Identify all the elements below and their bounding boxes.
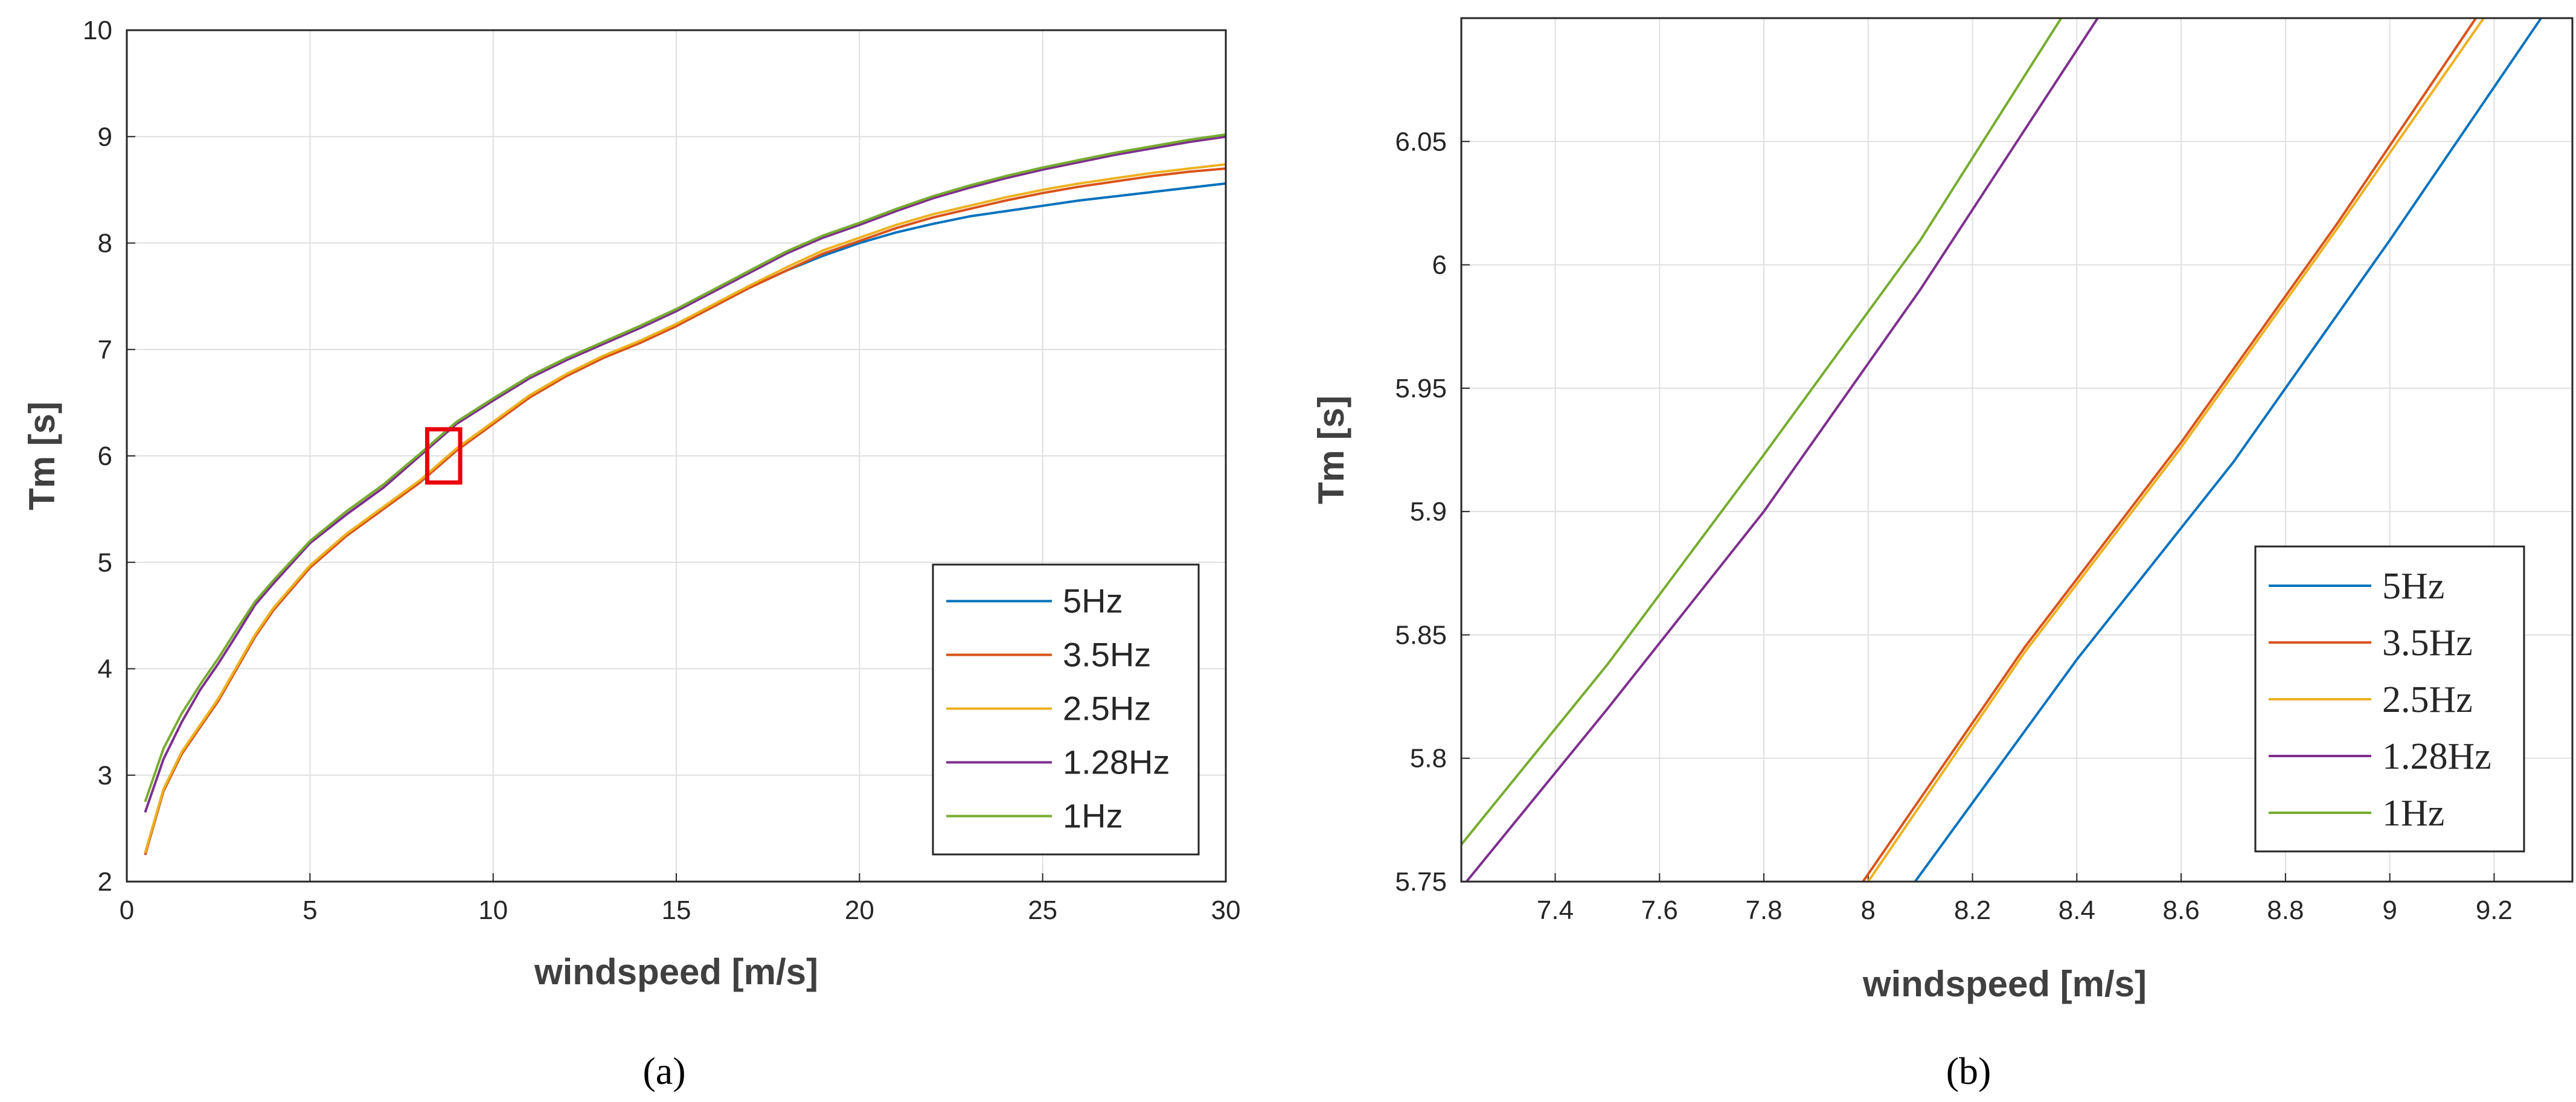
legend-label: 5Hz: [1063, 582, 1123, 620]
y-tick-label: 3: [98, 761, 112, 790]
y-tick-label: 7: [98, 335, 112, 365]
legend-label: 5Hz: [2382, 566, 2444, 607]
y-tick-label: 2: [98, 867, 112, 897]
y-tick-label: 9: [98, 122, 112, 152]
y-axis-label-b: Tm [s]: [1311, 396, 1351, 504]
y-tick-label: 5.75: [1395, 867, 1447, 897]
y-axis-label-a: Tm [s]: [22, 402, 62, 510]
y-tick-label: 6.05: [1395, 127, 1447, 156]
y-tick-label: 5.85: [1395, 620, 1447, 650]
annotation-a: [425, 427, 463, 485]
plot-frame-b: [1460, 17, 2574, 883]
series-line-2-5hz: [1867, 18, 2485, 882]
zoom-region-marker: [425, 427, 463, 485]
legend-label: 1.28Hz: [1063, 743, 1170, 781]
series-line-1hz: [144, 133, 1226, 802]
x-tick-label: 15: [662, 895, 691, 925]
legend-label: 2.5Hz: [1063, 690, 1151, 728]
x-tick-label: 7.4: [1537, 895, 1574, 925]
chart-panel-b: 7.4 7.6 7.8 8 8.2 8.4 8.6 8.8 9 9.2 5.75 5.8 5.85 5.9…: [1311, 17, 2574, 1004]
legend-a: 5Hz 3.5Hz 2.5Hz 1.28Hz 1Hz: [932, 563, 1200, 856]
legend-label: 2.5Hz: [2382, 679, 2473, 720]
x-tick-label: 30: [1211, 895, 1241, 925]
caption-b: (b): [1946, 1049, 1991, 1092]
tick-labels-a: 0 5 10 15 20 25 30 2 3 4 5 6 7 8 9 10: [83, 16, 1240, 925]
x-tick-label: 8: [1861, 895, 1876, 925]
series-line-1-28hz: [1466, 18, 2099, 882]
x-tick-label: 20: [845, 895, 874, 925]
y-tick-label: 5.95: [1395, 374, 1447, 403]
legend-label: 1.28Hz: [2382, 736, 2491, 777]
y-tick-label: 4: [98, 655, 112, 684]
y-tick-label: 6: [98, 441, 112, 471]
series-line-2-5hz: [144, 163, 1226, 853]
tick-labels-b: 7.4 7.6 7.8 8 8.2 8.4 8.6 8.8 9 9.2 5.75 5.8 5.85 5.9…: [1395, 127, 2513, 925]
series-lines-a: [144, 133, 1226, 856]
plot-frame-a: [126, 29, 1227, 883]
x-tick-label: 9: [2382, 895, 2397, 925]
x-tick-label: 10: [478, 895, 508, 925]
x-tick-label: 7.8: [1745, 895, 1782, 925]
x-tick-label: 5: [303, 895, 317, 925]
series-line-1-28hz: [144, 135, 1226, 813]
legend-label: 1Hz: [1063, 797, 1123, 835]
legend-label: 3.5Hz: [1063, 636, 1151, 674]
y-tick-label: 6: [1432, 251, 1447, 280]
legend-label: 1Hz: [2382, 793, 2444, 834]
x-tick-label: 7.6: [1641, 895, 1678, 925]
x-axis-label-a: windspeed [m/s]: [534, 952, 818, 992]
series-lines-b: [1461, 18, 2542, 882]
series-line-1hz: [1461, 18, 2063, 845]
x-tick-label: 25: [1028, 895, 1057, 925]
x-tick-label: 0: [120, 895, 134, 925]
y-tick-label: 5: [98, 548, 112, 577]
x-tick-label: 8.4: [2059, 895, 2095, 925]
series-line-5hz: [1914, 18, 2542, 882]
y-tick-label: 5.8: [1410, 744, 1447, 774]
x-tick-label: 8.6: [2163, 895, 2200, 925]
x-tick-label: 9.2: [2476, 895, 2513, 925]
legend-label: 3.5Hz: [2382, 623, 2473, 664]
x-tick-label: 8.8: [2267, 895, 2304, 925]
x-tick-label: 8.2: [1954, 895, 1991, 925]
series-line-3-5hz: [1862, 18, 2477, 882]
x-axis-label-b: windspeed [m/s]: [1862, 964, 2147, 1004]
y-tick-label: 8: [98, 229, 112, 258]
y-tick-label: 5.9: [1410, 497, 1447, 527]
caption-a: (a): [642, 1049, 685, 1092]
chart-panel-a: 0 5 10 15 20 25 30 2 3 4 5 6 7 8 9 10 windspeed [m/s] T…: [22, 16, 1240, 992]
y-tick-label: 10: [83, 16, 112, 45]
legend-b: 5Hz 3.5Hz 2.5Hz 1.28Hz 1Hz: [2254, 545, 2525, 853]
